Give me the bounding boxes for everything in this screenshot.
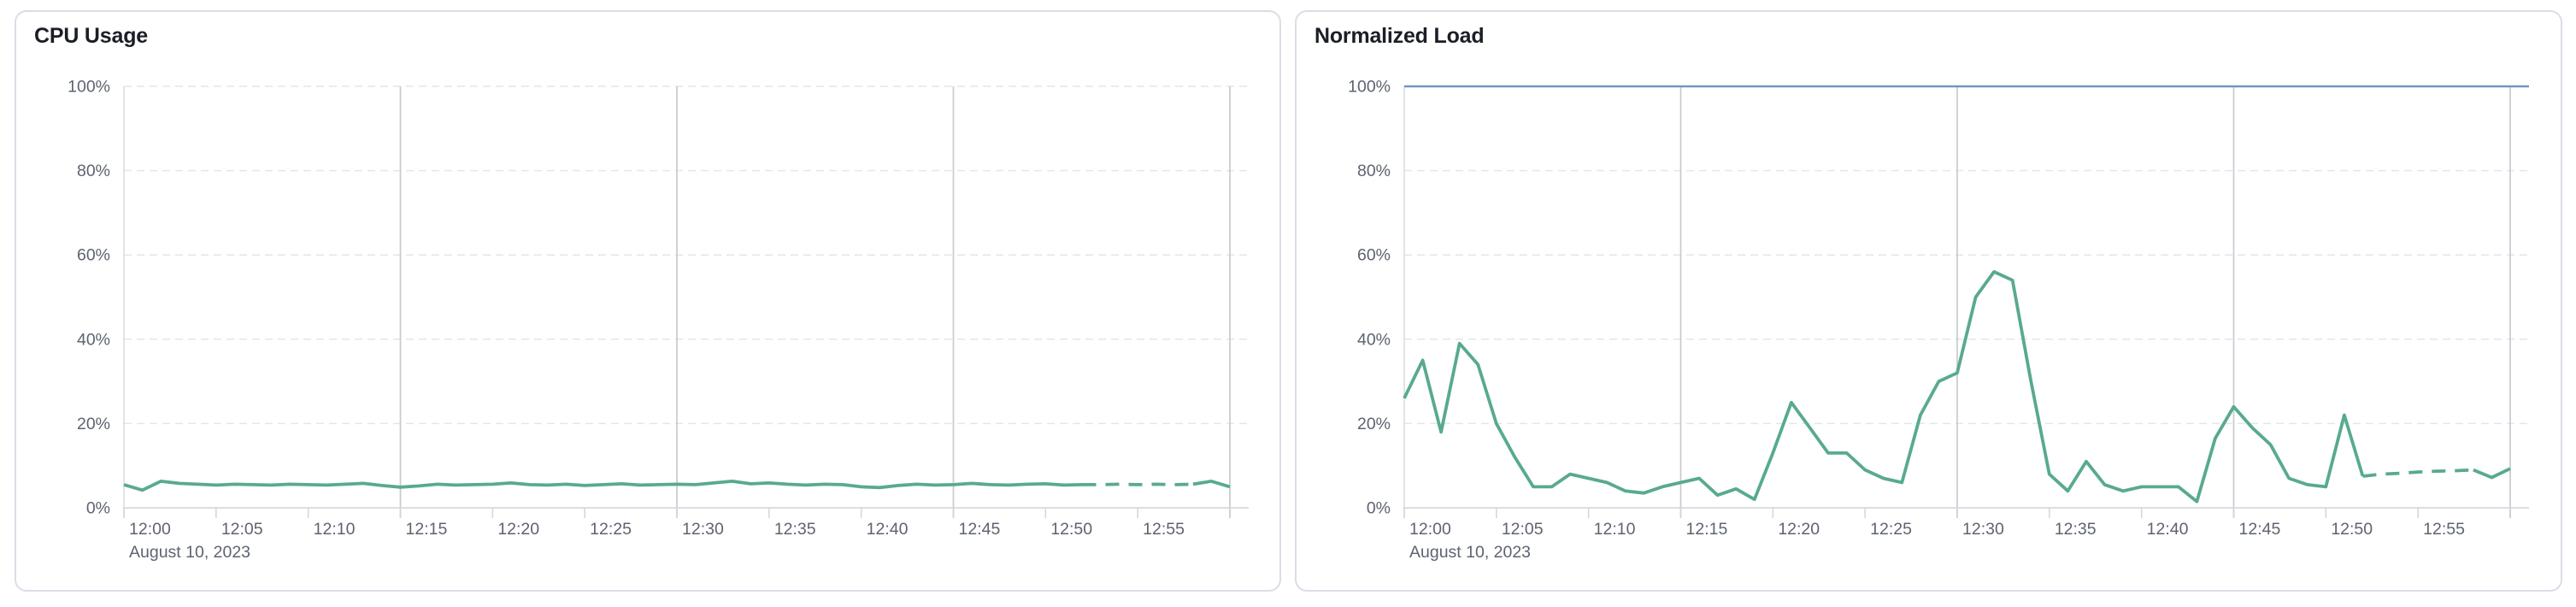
y-axis-tick-label: 100%: [1348, 78, 1391, 97]
panel-title: Normalized Load: [1314, 24, 1485, 48]
x-axis-tick-label: 12:55: [1143, 520, 1185, 539]
x-axis-tick-label: 12:40: [867, 520, 909, 539]
x-axis-tick-label: 12:00: [129, 520, 171, 539]
x-axis-tick-label: 12:50: [1050, 520, 1092, 539]
y-axis-tick-label: 20%: [77, 415, 110, 433]
x-axis-tick-label: 12:30: [682, 520, 724, 539]
x-axis-tick-label: 12:45: [959, 520, 1001, 539]
cpu-usage-chart[interactable]: 0% 20% 40% 60% 80% 100% 12:00 12:05 12:10 12:15 12…: [16, 12, 1279, 590]
cpu-usage-series-line-forecast: [1082, 482, 1193, 486]
x-axis-tick-label: 12:45: [2239, 520, 2281, 539]
x-axis-tick-label: 12:50: [2331, 520, 2373, 539]
x-axis-tick-label: 12:20: [1778, 520, 1820, 539]
panel-title: CPU Usage: [34, 24, 148, 48]
normalized-load-series-line: [1403, 270, 2365, 504]
normalized-load-series-line: [2473, 467, 2511, 480]
y-axis-tick-label: 40%: [1357, 330, 1391, 349]
x-axis-date-label: August 10, 2023: [129, 543, 250, 562]
x-axis-tick-label: 12:10: [1594, 520, 1636, 539]
x-axis-tick-label: 12:15: [1686, 520, 1728, 539]
x-axis-tick-label: 12:20: [497, 520, 539, 539]
x-axis-tick-label: 12:30: [1962, 520, 2004, 539]
cpu-usage-panel: CPU Usage 0% 20% 40% 60% 80% 100% 12:00 12:05 12…: [15, 10, 1281, 592]
y-axis-tick-label: 0%: [1367, 499, 1391, 518]
x-axis-tick-label: 12:15: [406, 520, 448, 539]
y-axis-tick-label: 80%: [1357, 162, 1391, 180]
normalized-load-chart[interactable]: 0% 20% 40% 60% 80% 100% 12:00 12:05 12:10 12:15 12…: [1297, 12, 2561, 590]
x-axis-tick-label: 12:10: [314, 520, 356, 539]
x-axis-date-label: August 10, 2023: [1409, 543, 1531, 562]
x-axis-tick-label: 12:25: [1870, 520, 1912, 539]
y-axis-tick-label: 60%: [77, 246, 110, 265]
normalized-load-series-line-forecast: [2362, 468, 2473, 478]
cpu-usage-series-line: [123, 480, 1083, 492]
normalized-load-panel: Normalized Load 0% 20% 40% 60% 80% 100% 12:00 1…: [1295, 10, 2562, 592]
cpu-usage-series-line: [1192, 480, 1231, 489]
x-axis-tick-label: 12:35: [2055, 520, 2097, 539]
y-axis-tick-label: 0%: [86, 499, 110, 518]
x-axis-tick-label: 12:05: [1502, 520, 1544, 539]
x-axis-tick-label: 12:25: [590, 520, 632, 539]
x-axis-tick-label: 12:40: [2147, 520, 2189, 539]
y-axis-tick-label: 60%: [1357, 246, 1391, 265]
x-axis-tick-label: 12:55: [2423, 520, 2465, 539]
y-axis-tick-label: 20%: [1357, 415, 1391, 433]
x-axis-tick-label: 12:00: [1409, 520, 1451, 539]
x-axis-tick-label: 12:35: [774, 520, 816, 539]
y-axis-tick-label: 80%: [77, 162, 110, 180]
y-axis-tick-label: 40%: [77, 330, 110, 349]
x-axis-tick-label: 12:05: [221, 520, 263, 539]
y-axis-tick-label: 100%: [68, 78, 110, 97]
